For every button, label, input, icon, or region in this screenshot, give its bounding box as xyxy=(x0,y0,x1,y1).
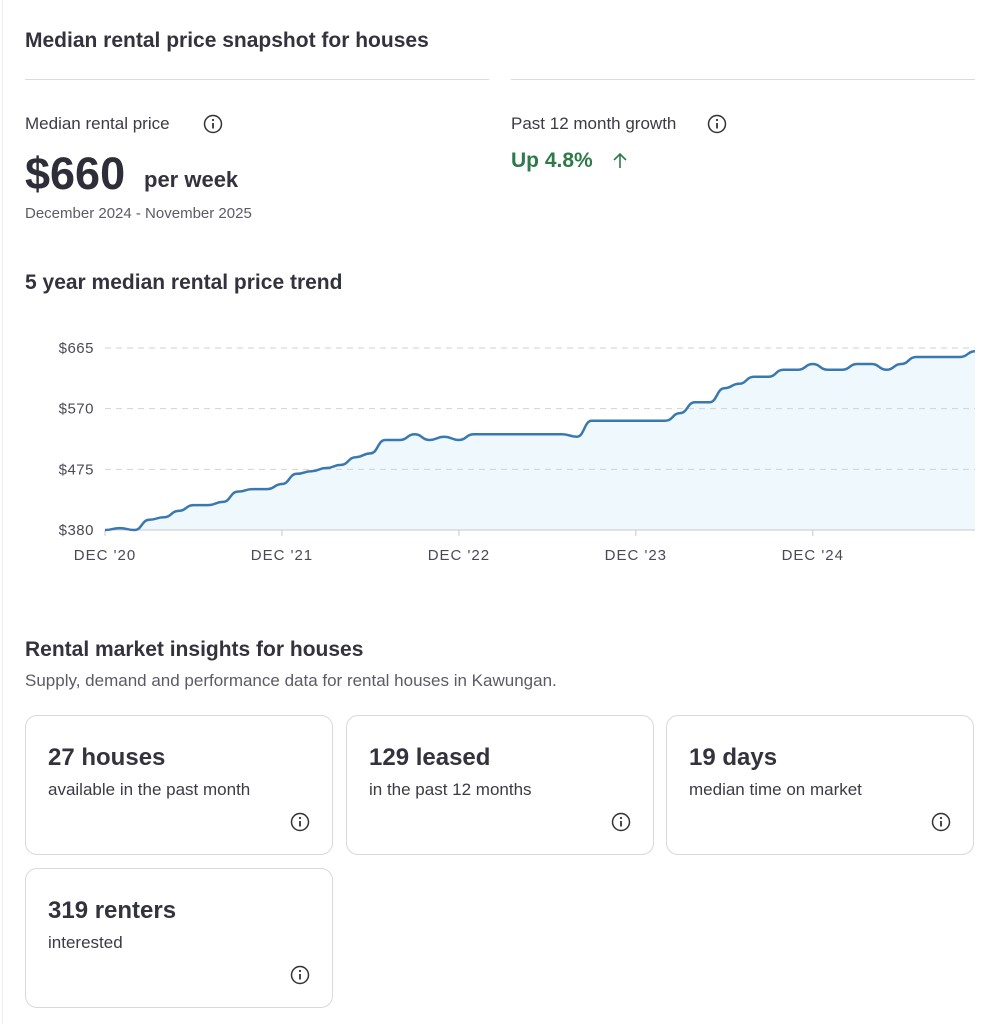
chart-title: 5 year median rental price trend xyxy=(25,271,343,294)
median-period: December 2024 - November 2025 xyxy=(25,205,252,222)
divider xyxy=(511,79,975,80)
info-icon[interactable] xyxy=(290,965,310,985)
insight-card: 19 days median time on market xyxy=(666,715,974,855)
card-description: interested xyxy=(48,933,123,952)
divider xyxy=(25,79,489,80)
insights-title: Rental market insights for houses xyxy=(25,638,364,661)
section-title: Median rental price snapshot for houses xyxy=(25,29,429,52)
insight-card: 27 houses available in the past month xyxy=(25,715,333,855)
y-tick-label: $570 xyxy=(59,401,94,418)
card-description: in the past 12 months xyxy=(369,780,532,799)
x-tick-label: DEC '23 xyxy=(605,547,667,564)
x-tick-label: DEC '24 xyxy=(782,547,844,564)
left-border xyxy=(2,0,3,1024)
y-tick-label: $475 xyxy=(59,461,94,478)
growth-value: Up 4.8% xyxy=(511,149,593,172)
chart: $380 $475 $570 $665 DEC '20 DEC '21 DEC '22 DEC… xyxy=(59,340,976,564)
info-icon[interactable] xyxy=(707,114,727,134)
card-description: available in the past month xyxy=(48,780,251,799)
y-tick-label: $665 xyxy=(59,340,94,357)
info-icon[interactable] xyxy=(203,114,223,134)
insight-card: 129 leased in the past 12 months xyxy=(346,715,654,855)
line xyxy=(104,349,976,532)
median-unit: per week xyxy=(144,167,239,192)
insights-subtitle: Supply, demand and performance data for … xyxy=(25,671,557,690)
card-value: 19 days xyxy=(689,744,778,771)
info-icon[interactable] xyxy=(290,812,310,832)
up-arrow xyxy=(613,152,627,168)
card-value: 27 houses xyxy=(48,744,166,771)
median-value: $660 xyxy=(25,148,126,199)
growth-label: Past 12 month growth xyxy=(511,114,677,133)
info-icon[interactable] xyxy=(931,812,951,832)
insight-card: 319 renters interested xyxy=(25,868,333,1008)
x-tick-label: DEC '20 xyxy=(74,547,136,564)
area xyxy=(105,351,975,530)
info-icon[interactable] xyxy=(611,812,631,832)
median-label: Median rental price xyxy=(25,114,170,133)
card-value: 319 renters xyxy=(48,897,177,924)
card-value: 129 leased xyxy=(369,744,491,771)
y-tick-label: $380 xyxy=(59,522,94,539)
card-description: median time on market xyxy=(689,780,862,799)
x-tick-label: DEC '21 xyxy=(251,547,313,564)
x-tick-label: DEC '22 xyxy=(428,547,490,564)
